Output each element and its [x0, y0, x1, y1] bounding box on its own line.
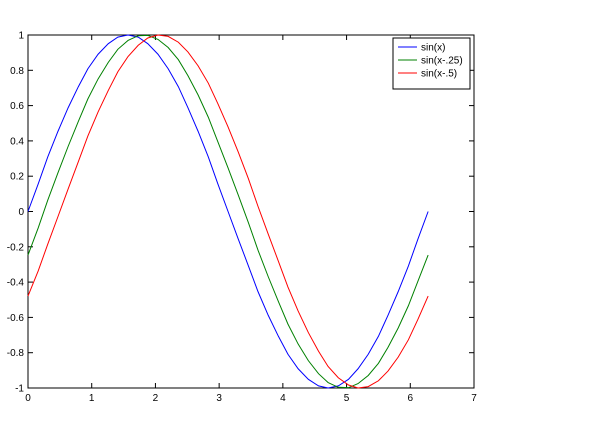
- x-tick-label: 6: [408, 393, 414, 404]
- line-series: [27, 34, 429, 389]
- y-tick-label: -0.8: [7, 348, 25, 359]
- legend-label: sin(x-.25): [421, 56, 463, 67]
- line-series: [27, 34, 429, 389]
- y-tick-label: -0.2: [7, 242, 25, 253]
- x-tick-label: 3: [216, 393, 222, 404]
- x-tick-label: 2: [153, 393, 159, 404]
- y-tick-label: -0.6: [7, 313, 25, 324]
- x-tick-label: 5: [344, 393, 350, 404]
- x-tick-label: 1: [89, 393, 95, 404]
- y-tick-label: 1: [18, 31, 24, 42]
- x-tick-label: 0: [25, 393, 31, 404]
- y-tick-label: -0.4: [7, 278, 25, 289]
- legend-label: sin(x): [421, 43, 445, 54]
- x-tick-label: 7: [471, 393, 477, 404]
- y-tick-label: 0.8: [10, 66, 24, 77]
- y-tick-label: 0.4: [10, 136, 24, 147]
- plot-area: [27, 34, 475, 389]
- y-tick-label: 0.2: [10, 172, 24, 183]
- x-tick-label: 4: [280, 393, 286, 404]
- line-series: [27, 34, 429, 389]
- legend-label: sin(x-.5): [421, 69, 457, 80]
- y-tick-label: 0: [18, 207, 24, 218]
- y-tick-label: 0.6: [10, 101, 24, 112]
- y-tick-label: -1: [15, 384, 24, 395]
